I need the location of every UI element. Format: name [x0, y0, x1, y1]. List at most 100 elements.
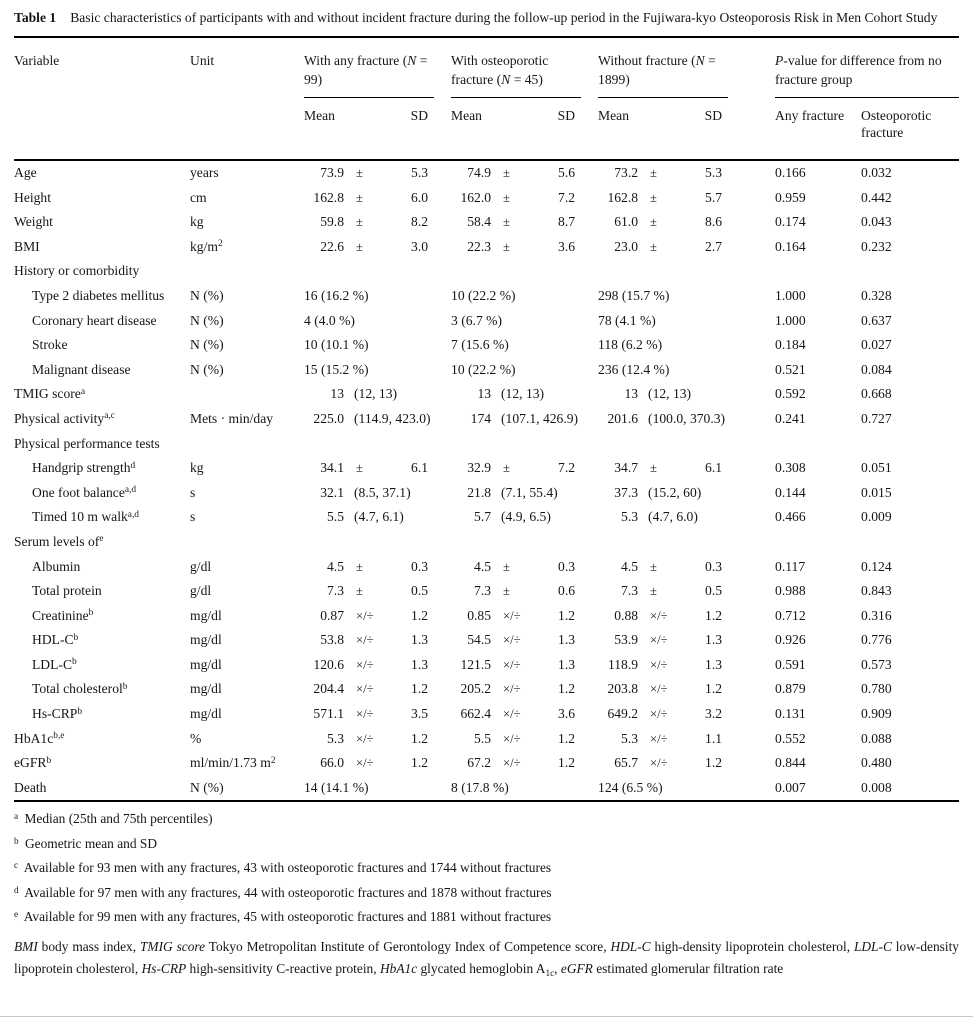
- p-value-osteoporotic-fracture: 0.480: [861, 755, 892, 771]
- p-value-osteoporotic-fracture: 0.084: [861, 361, 892, 377]
- table-row-weight: Weight kg 59.8 ±8.2 58.4 ±8.7 61.0 ±8.6 0.174 0.0…: [14, 210, 959, 235]
- footnote-text: Available for 93 men with any fractures,…: [23, 860, 552, 876]
- table-top-rule: [14, 36, 959, 38]
- spread-symbol: ±: [503, 461, 510, 476]
- variable-cell: Total cholesterolb: [32, 681, 128, 697]
- unit-cell: N (%): [190, 775, 304, 803]
- p-value-osteoporotic-fracture: 0.043: [861, 214, 892, 230]
- spread-symbol: ×/÷: [503, 707, 521, 722]
- column-gap: [728, 481, 775, 506]
- count-value: 7 (15.6 %): [451, 337, 509, 353]
- column-header-p-osteoporotic-fracture: Osteoporotic fracture: [861, 108, 932, 140]
- table-row-malignant-disease: Malignant disease N (%) 15 (15.2 %) 10 (22.…: [14, 358, 959, 383]
- sd-value: 7.2: [558, 189, 576, 205]
- sd-value: 3.2: [705, 706, 723, 722]
- column-gap: [728, 579, 775, 604]
- page-bottom-rule: [0, 1016, 973, 1017]
- column-gap: [434, 407, 451, 432]
- p-value-any-fracture: 0.241: [775, 410, 806, 426]
- footnote-text: Median (25th and 75th percentiles): [24, 811, 213, 827]
- column-gap: [434, 309, 451, 334]
- sd-value: 1.2: [411, 607, 429, 623]
- median-value: 13: [624, 386, 639, 402]
- iqr-range: (4.9, 6.5): [501, 509, 551, 525]
- p-value-osteoporotic-fracture: 0.776: [861, 632, 892, 648]
- column-gap: [581, 628, 598, 653]
- p-value-any-fracture: 0.988: [775, 583, 806, 599]
- p-value-any-fracture: 0.166: [775, 159, 862, 186]
- sd-value: 1.3: [411, 632, 429, 648]
- spread-symbol: ±: [354, 159, 388, 186]
- mean-value: 59.8: [320, 214, 344, 230]
- p-value-osteoporotic-fracture: 0.668: [861, 386, 892, 402]
- sd-value: 1.2: [705, 681, 723, 697]
- p-value-osteoporotic-fracture: 0.727: [861, 410, 892, 426]
- footnotes-block: a Median (25th and 75th percentiles) b Ge…: [14, 811, 959, 924]
- mean-value: 53.9: [614, 632, 639, 648]
- column-gap: [581, 579, 598, 604]
- unit-cell: cm: [190, 189, 207, 205]
- mean-value: 649.2: [607, 706, 639, 722]
- variable-cell: Stroke: [32, 337, 68, 353]
- footnote-text: Available for 97 men with any fractures,…: [24, 884, 552, 900]
- column-gap: [434, 677, 451, 702]
- column-gap: [434, 628, 451, 653]
- sd-value: 1.2: [705, 607, 723, 623]
- table-row-one-foot-balance: One foot balancea,d s 32.1 (8.5, 37.1) 21.8 (…: [14, 481, 959, 506]
- column-gap: [728, 505, 775, 530]
- spread-symbol: ×/÷: [503, 657, 521, 672]
- count-value: 236 (12.4 %): [598, 361, 670, 377]
- sd-value: 1.2: [558, 607, 576, 623]
- footnote-text: Available for 99 men with any fractures,…: [23, 909, 552, 925]
- p-value-any-fracture: 0.926: [775, 632, 806, 648]
- unit-cell: s: [190, 484, 196, 500]
- column-gap: [581, 604, 598, 629]
- sd-value: 6.1: [411, 460, 429, 476]
- spread-symbol: ×/÷: [356, 608, 374, 623]
- mean-value: 7.3: [327, 583, 344, 599]
- footnote-marker: c: [14, 860, 19, 870]
- p-value-osteoporotic-fracture: 0.027: [861, 337, 892, 353]
- header-sub-row: Mean SD Mean SD Mean SD Any fracture Ost…: [14, 98, 959, 161]
- spread-symbol: ×/÷: [650, 633, 668, 648]
- sd-value: 1.1: [705, 730, 723, 746]
- p-value-any-fracture: 0.144: [775, 484, 806, 500]
- table-row-tmig-score: TMIG scorea 13 (12, 13) 13 (12, 13) 13 (12, 13…: [14, 382, 959, 407]
- column-gap: [434, 159, 452, 186]
- variable-cell: Age: [14, 159, 190, 186]
- count-value: 10 (22.2 %): [451, 287, 516, 303]
- median-value: 37.3: [614, 484, 639, 500]
- median-value: 5.3: [621, 509, 639, 525]
- column-gap: [581, 382, 598, 407]
- p-value-osteoporotic-fracture: 0.637: [861, 312, 892, 328]
- column-gap: [581, 186, 598, 211]
- column-gap: [581, 727, 598, 752]
- sd-value: 1.2: [705, 755, 723, 771]
- p-value-any-fracture: 1.000: [775, 312, 806, 328]
- p-value-any-fracture: 0.591: [775, 656, 806, 672]
- column-gap: [728, 604, 775, 629]
- table-row-handgrip-strength: Handgrip strengthd kg 34.1 ±6.1 32.9 ±7.2 34.7…: [14, 456, 959, 481]
- table-row-total-protein: Total protein g/dl 7.3 ±0.5 7.3 ±0.6 7.3 ±0.5 0.…: [14, 579, 959, 604]
- mean-value: 4.5: [474, 558, 492, 574]
- iqr-range: (4.7, 6.1): [354, 509, 404, 525]
- footnote-d: d Available for 97 men with any fracture…: [14, 885, 959, 900]
- column-gap: [434, 38, 451, 160]
- count-value: 14 (14.1 %): [304, 775, 435, 803]
- column-gap: [728, 382, 775, 407]
- p-value-any-fracture: 0.879: [775, 681, 806, 697]
- p-value-any-fracture: 0.164: [775, 238, 806, 254]
- column-gap: [434, 481, 451, 506]
- spread-symbol: ×/÷: [503, 731, 521, 746]
- variable-cell: Weight: [14, 214, 53, 230]
- table-row-physical-performance-tests: Physical performance tests: [14, 432, 959, 457]
- sd-value: 1.2: [411, 755, 429, 771]
- footnote-marker: b: [14, 835, 19, 846]
- mean-value: 4.5: [327, 558, 344, 574]
- variable-cell: Coronary heart disease: [32, 312, 157, 328]
- table-caption-text: Basic characteristics of participants wi…: [70, 10, 938, 25]
- sd-value: 1.2: [558, 755, 576, 771]
- column-header-mean: Mean: [451, 108, 482, 123]
- p-value-any-fracture: 0.466: [775, 509, 806, 525]
- p-value-any-fracture: 0.117: [775, 558, 806, 574]
